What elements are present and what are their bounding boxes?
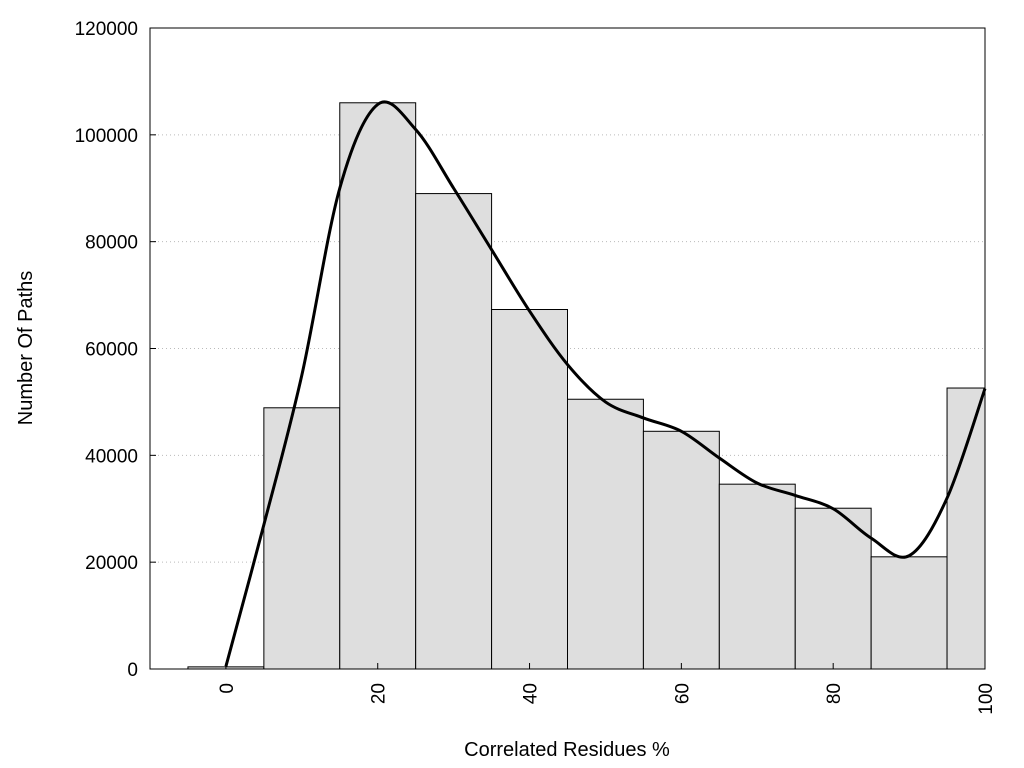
histogram-bar	[415, 193, 493, 670]
bars	[187, 102, 986, 670]
x-tick-label: 60	[672, 683, 693, 704]
histogram-bar	[870, 556, 948, 670]
x-tick-label: 80	[824, 683, 845, 704]
x-tick-label: 100	[976, 683, 997, 715]
x-tick-label: 20	[369, 683, 390, 704]
y-tick-label: 120000	[75, 19, 138, 40]
y-tick-label: 100000	[75, 126, 138, 147]
x-axis-ticks: 0 20 40 60 80 100	[217, 663, 997, 715]
y-tick-label: 80000	[85, 233, 138, 254]
histogram-bar	[339, 102, 417, 670]
histogram-bar	[567, 398, 644, 670]
y-axis-label: Number Of Paths	[15, 271, 37, 426]
y-tick-label: 60000	[85, 340, 138, 361]
histogram-bar	[794, 507, 872, 670]
histogram-bar	[946, 387, 986, 670]
y-tick-label: 0	[127, 660, 138, 681]
y-axis-ticks: 0 20000 40000 60000 80000 100000 120000	[75, 19, 156, 681]
x-tick-label: 40	[521, 683, 542, 704]
histogram-bar	[263, 407, 341, 670]
y-tick-label: 20000	[85, 553, 138, 574]
histogram-bar	[718, 483, 796, 670]
x-axis-label: Correlated Residues %	[464, 739, 670, 761]
histogram-bar	[642, 430, 720, 670]
x-tick-label: 0	[217, 683, 238, 694]
histogram-bar	[491, 309, 568, 670]
y-tick-label: 40000	[85, 446, 138, 467]
smooth-curve	[224, 100, 987, 667]
